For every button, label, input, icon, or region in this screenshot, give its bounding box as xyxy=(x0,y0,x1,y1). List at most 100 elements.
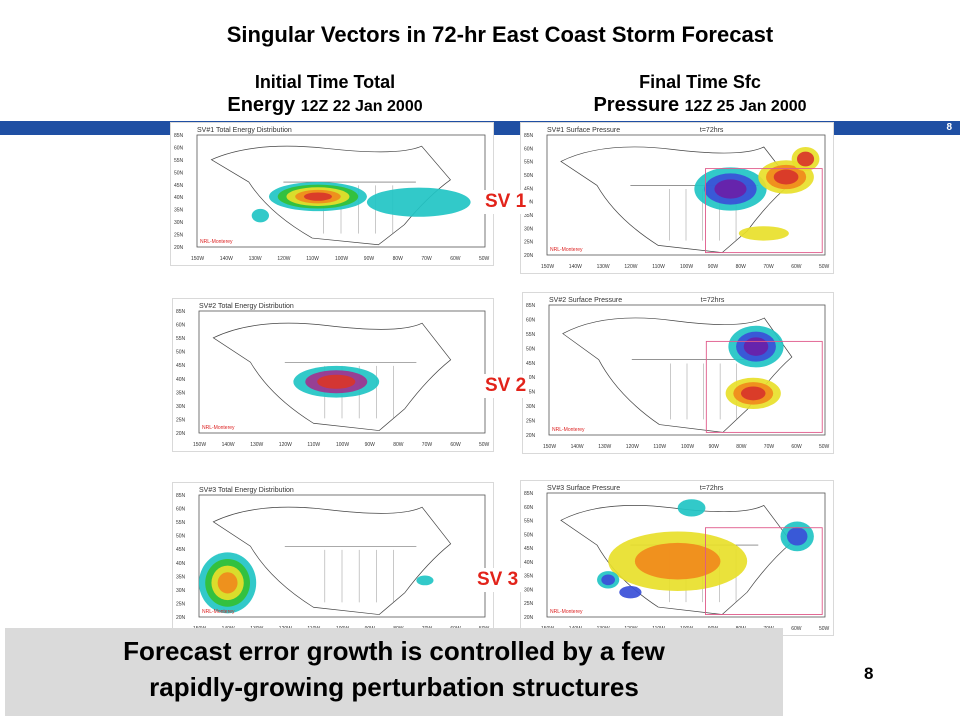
lon-tick-label: 120W xyxy=(626,444,639,450)
contour-field xyxy=(738,226,789,241)
map-svg: SV#1 Total Energy Distribution 85N 60N 55N 5… xyxy=(174,127,490,262)
lat-tick-label: 85N xyxy=(176,309,186,315)
panel-title: SV#1 Surface Pressure xyxy=(547,127,620,134)
lon-tick-label: 110W xyxy=(652,264,665,270)
lat-tick-label: 25N xyxy=(176,417,186,423)
contour-field xyxy=(416,575,434,586)
nrl-credit: NRL-Monterey xyxy=(550,609,583,615)
lat-tick-label: 85N xyxy=(526,303,536,309)
lat-tick-label: 50N xyxy=(176,534,186,540)
lat-tick-label: 30N xyxy=(524,226,534,232)
contour-field xyxy=(317,374,356,389)
map-panel-sv2-energy: SV#2 Total Energy Distribution 85N 60N 55N 5… xyxy=(172,298,494,452)
contour-field xyxy=(619,586,642,599)
target-region-box xyxy=(705,527,823,615)
right-heading-big: Pressure xyxy=(593,94,680,116)
lon-tick-label: 80W xyxy=(736,444,747,450)
panel-title: SV#1 Total Energy Distribution xyxy=(197,127,292,134)
lon-tick-label: 100W xyxy=(336,442,349,448)
map-panel-sv1-energy: SV#1 Total Energy Distribution 85N 60N 55N 5… xyxy=(170,122,494,266)
lat-tick-label: 50N xyxy=(174,170,184,176)
lon-tick-label: 110W xyxy=(306,256,319,262)
contour-field xyxy=(740,386,766,401)
lon-tick-label: 60W xyxy=(791,444,802,450)
lat-tick-label: 55N xyxy=(524,160,534,166)
panel-title: SV#3 Total Energy Distribution xyxy=(199,487,294,494)
lon-tick-label: 150W xyxy=(191,256,204,262)
contour-field xyxy=(303,192,332,201)
contour-field xyxy=(743,337,769,356)
lon-tick-label: 150W xyxy=(541,264,554,270)
right-heading-date: 12Z 25 Jan 2000 xyxy=(684,98,807,115)
lon-tick-label: 50W xyxy=(479,442,490,448)
continent-outline xyxy=(210,145,451,246)
lat-tick-label: 25N xyxy=(524,240,534,246)
lat-tick-label: 20N xyxy=(176,431,186,437)
lon-tick-label: 110W xyxy=(653,444,666,450)
contour-field xyxy=(773,169,799,185)
lat-tick-label: 45N xyxy=(174,183,184,189)
map-panel-sv2-pressure: SV#2 Surface Pressure t=72hrs 85N 60N 55N 50N… xyxy=(522,292,834,454)
right-column-heading: Final Time Sfc Pressure 12Z 25 Jan 2000 xyxy=(560,72,840,117)
header-page-number: 8 xyxy=(946,122,952,133)
lon-tick-label: 90W xyxy=(365,442,376,448)
map-svg: SV#1 Surface Pressure t=72hrs 85N 60N 55N 50N… xyxy=(524,127,830,270)
lat-tick-label: 45N xyxy=(524,186,534,192)
lon-tick-label: 140W xyxy=(569,264,582,270)
sv2-label: SV 2 xyxy=(482,374,530,398)
map-svg: SV#3 Surface Pressure t=72hrs 85N 60N 55N 50N… xyxy=(524,485,830,632)
lat-tick-label: 25N xyxy=(176,601,186,607)
lat-tick-label: 25N xyxy=(524,601,534,607)
lat-tick-label: 60N xyxy=(176,323,186,329)
nrl-credit: NRL-Monterey xyxy=(202,425,235,431)
panel-title: SV#3 Surface Pressure xyxy=(547,485,620,492)
lon-tick-label: 70W xyxy=(421,256,432,262)
lat-tick-label: 85N xyxy=(174,133,184,139)
lon-tick-label: 80W xyxy=(736,264,747,270)
lat-tick-label: 40N xyxy=(174,195,184,201)
lat-tick-label: 60N xyxy=(174,145,184,151)
lon-tick-label: 50W xyxy=(479,256,490,262)
lon-tick-label: 80W xyxy=(393,442,404,448)
lat-tick-label: 85N xyxy=(176,493,186,499)
target-region-box xyxy=(705,340,823,433)
slide-page-number: 8 xyxy=(864,664,874,683)
lat-tick-label: 60N xyxy=(526,317,536,323)
left-heading-line2: Energy 12Z 22 Jan 2000 xyxy=(185,94,465,117)
lat-tick-label: 35N xyxy=(524,574,534,580)
lon-tick-label: 70W xyxy=(764,444,775,450)
lat-tick-label: 60N xyxy=(524,146,534,152)
nrl-credit: NRL-Monterey xyxy=(200,239,233,245)
lon-tick-label: 130W xyxy=(250,442,263,448)
right-heading-line1: Final Time Sfc xyxy=(639,72,761,92)
lat-tick-label: 50N xyxy=(524,532,534,538)
lat-tick-label: 30N xyxy=(174,220,184,226)
lat-tick-label: 30N xyxy=(526,404,536,410)
contour-field xyxy=(786,527,808,546)
nrl-credit: NRL-Monterey xyxy=(552,427,585,433)
continent-outline xyxy=(212,322,452,431)
contour-field xyxy=(366,187,471,217)
footer-box xyxy=(5,628,783,716)
panel-title: SV#2 Total Energy Distribution xyxy=(199,303,294,310)
lon-tick-label: 130W xyxy=(598,444,611,450)
lat-tick-label: 20N xyxy=(174,245,184,251)
lat-tick-label: 60N xyxy=(524,505,534,511)
lat-tick-label: 35N xyxy=(174,208,184,214)
lat-tick-label: 55N xyxy=(176,520,186,526)
lon-tick-label: 70W xyxy=(422,442,433,448)
lat-tick-label: 20N xyxy=(524,615,534,621)
continent-outline xyxy=(212,506,452,615)
panel-time: t=72hrs xyxy=(700,127,724,134)
contour-field xyxy=(251,208,269,223)
lon-tick-label: 60W xyxy=(450,442,461,448)
map-panel-sv1-pressure: SV#1 Surface Pressure t=72hrs 85N 60N 55N 50N… xyxy=(520,122,834,274)
lat-tick-label: 20N xyxy=(176,615,186,621)
slide-title: Singular Vectors in 72-hr East Coast Sto… xyxy=(226,22,774,47)
lon-tick-label: 50W xyxy=(819,444,830,450)
lon-tick-label: 140W xyxy=(220,256,233,262)
target-region-box xyxy=(705,168,823,254)
lat-tick-label: 85N xyxy=(524,491,534,497)
contour-field xyxy=(677,499,706,517)
lon-tick-label: 60W xyxy=(450,256,461,262)
